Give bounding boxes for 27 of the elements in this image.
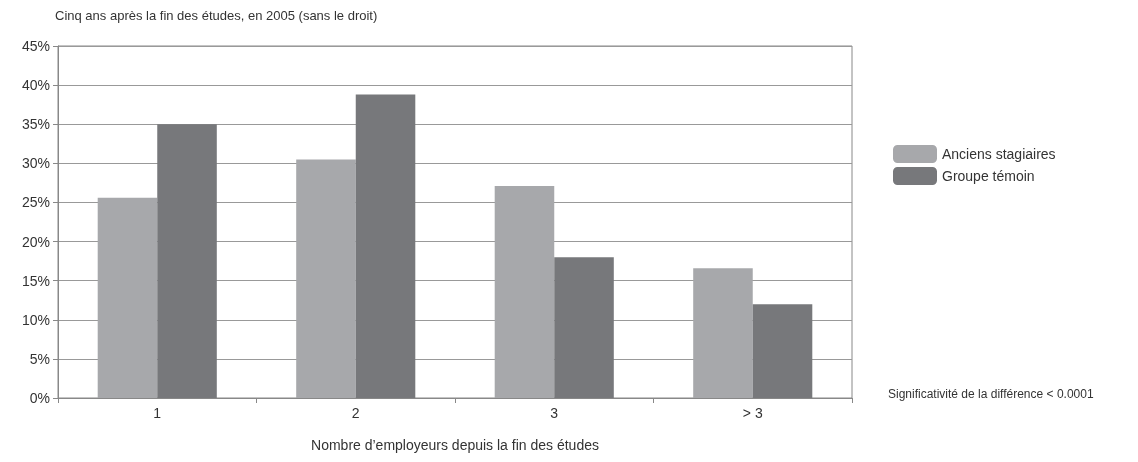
x-tick-label: > 3 <box>742 405 763 421</box>
x-tick-label: 2 <box>351 405 360 421</box>
bar <box>355 94 416 398</box>
y-tick-label: 10% <box>21 311 50 328</box>
y-tick-label: 30% <box>21 155 50 172</box>
x-axis-title: Nombre d’employeurs depuis la fin des études <box>311 437 599 453</box>
y-tick-label: 40% <box>21 77 50 94</box>
y-tick-label: 35% <box>21 116 50 133</box>
chart-title: Cinq ans après la fin des études, en 2005 (sans le droit) <box>55 8 378 23</box>
x-tick-label: 3 <box>550 405 559 421</box>
bar <box>693 268 753 398</box>
y-tick-label: 15% <box>21 272 50 289</box>
bar <box>157 124 217 398</box>
legend-label: Groupe témoin <box>942 168 1035 184</box>
x-tick-label: 1 <box>153 405 162 421</box>
bar <box>494 186 555 398</box>
bar <box>554 257 614 398</box>
bar <box>752 304 813 398</box>
bar <box>296 159 356 398</box>
y-tick-label: 0% <box>29 390 50 406</box>
y-tick-label: 25% <box>21 194 50 211</box>
bar <box>97 197 158 398</box>
y-tick-label: 20% <box>21 233 50 250</box>
legend-label: Anciens stagiaires <box>942 146 1056 162</box>
text: Significativité de la différence < 0.0001 <box>888 387 1094 401</box>
y-tick-label: 45% <box>21 38 50 54</box>
y-tick-label: 5% <box>29 350 50 367</box>
